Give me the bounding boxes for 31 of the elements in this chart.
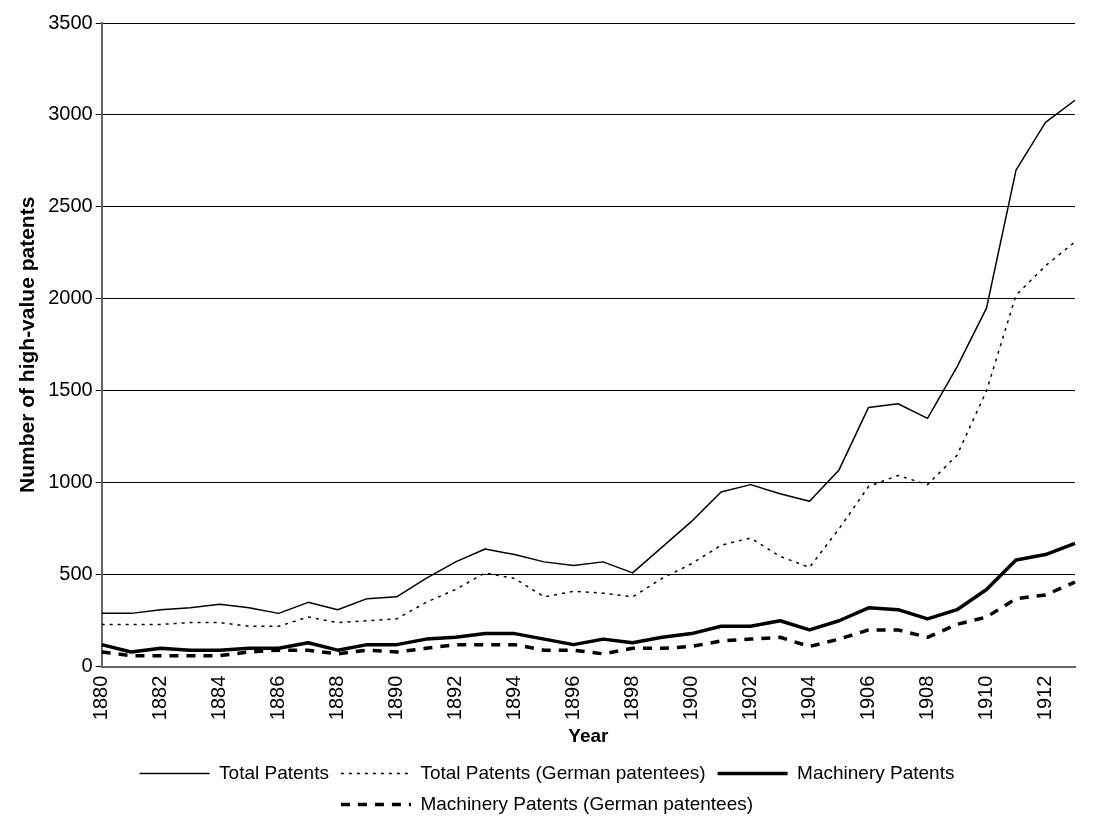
y-tick-label: 2000 (48, 286, 93, 309)
x-tick-label: 1884 (207, 675, 230, 721)
x-tick-label: 1894 (502, 675, 525, 721)
x-tick-label: 1882 (148, 675, 171, 721)
legend-label: Machinery Patents (German patentees) (420, 792, 754, 814)
x-tick-label: 1902 (738, 675, 761, 721)
x-tick-label: 1888 (325, 675, 348, 721)
y-tick-label: 0 (81, 654, 93, 677)
x-tick-label: 1908 (915, 675, 938, 721)
x-tick-label: 1898 (620, 675, 643, 721)
y-tick-label: 1500 (48, 378, 93, 401)
y-tick-label: 1000 (48, 470, 93, 493)
legend-label: Total Patents (German patentees) (420, 761, 706, 783)
x-tick-label: 1906 (856, 675, 879, 721)
x-tick-label: 1880 (89, 675, 112, 721)
x-tick-label: 1904 (797, 675, 820, 721)
x-tick-label: 1900 (679, 675, 702, 721)
x-tick-label: 1892 (443, 675, 466, 721)
y-axis-title: Number of high-value patents (15, 196, 39, 494)
legend-label: Machinery Patents (797, 761, 955, 783)
x-tick-label: 1910 (974, 675, 997, 721)
x-tick-label: 1886 (266, 675, 289, 721)
legend-label: Total Patents (219, 761, 329, 783)
x-axis-title: Year (568, 724, 610, 746)
y-tick-label: 3500 (48, 10, 93, 33)
y-tick-label: 500 (59, 562, 93, 585)
x-tick-label: 1896 (561, 675, 584, 721)
y-tick-label: 2500 (48, 194, 93, 217)
x-tick-label: 1890 (384, 675, 407, 721)
y-tick-label: 3000 (48, 102, 93, 125)
x-tick-label: 1912 (1033, 675, 1056, 721)
